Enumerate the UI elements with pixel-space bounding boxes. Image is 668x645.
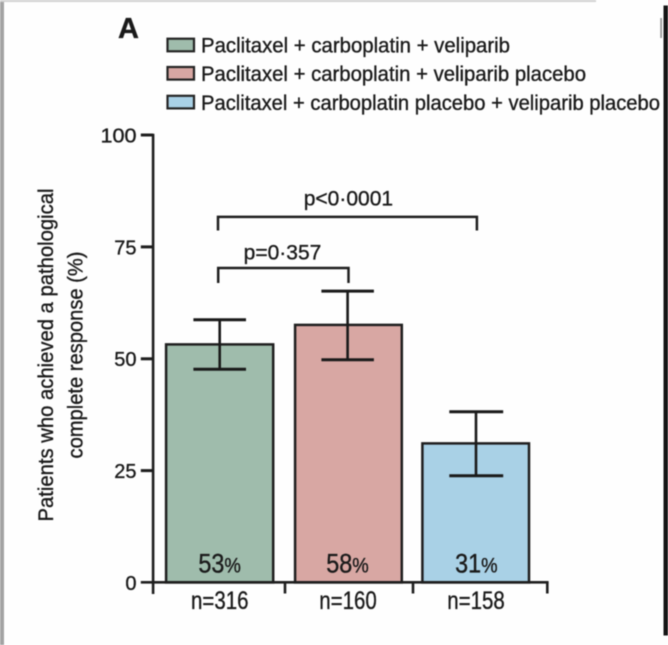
svg-text:p=0·357: p=0·357 (244, 242, 322, 265)
svg-text:50: 50 (114, 349, 136, 371)
svg-text:0: 0 (125, 573, 136, 595)
svg-text:31%: 31% (455, 549, 498, 579)
svg-text:n=316: n=316 (191, 587, 249, 615)
svg-text:p<0·0001: p<0·0001 (304, 187, 393, 210)
svg-text:A: A (118, 13, 139, 45)
svg-text:58%: 58% (326, 549, 369, 579)
svg-text:n=158: n=158 (447, 587, 505, 615)
svg-text:complete response (%): complete response (%) (64, 252, 87, 459)
svg-text:Paclitaxel + carboplatin + vel: Paclitaxel + carboplatin + veliparib (201, 34, 510, 57)
svg-text:75: 75 (114, 237, 136, 259)
svg-text:Patients who achieved a pathol: Patients who achieved a pathological (35, 189, 58, 522)
svg-text:Paclitaxel + carboplatin place: Paclitaxel + carboplatin placebo + velip… (201, 92, 660, 115)
svg-text:Paclitaxel + carboplatin + vel: Paclitaxel + carboplatin + veliparib pla… (201, 63, 586, 86)
svg-text:100: 100 (101, 125, 137, 147)
svg-text:25: 25 (114, 461, 136, 483)
svg-text:n=160: n=160 (319, 587, 377, 615)
